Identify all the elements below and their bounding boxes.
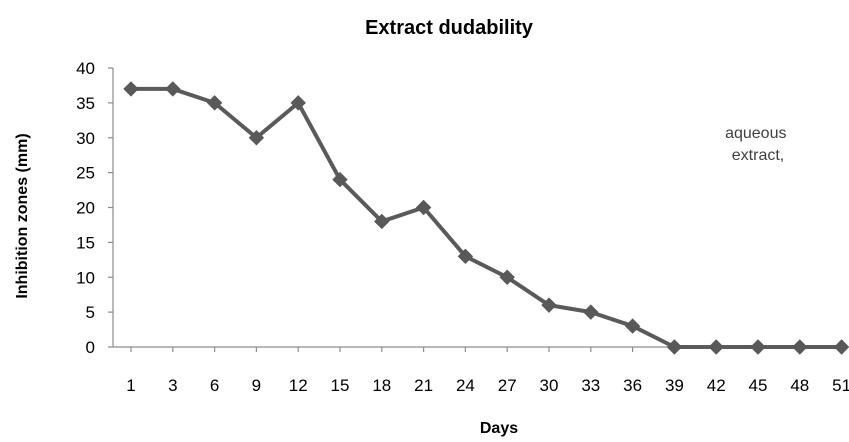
x-tick-label: 27	[498, 376, 517, 395]
x-tick-label: 15	[331, 376, 350, 395]
x-tick-label: 36	[623, 376, 642, 395]
x-tick-label: 12	[289, 376, 308, 395]
x-tick-label: 3	[168, 376, 177, 395]
x-tick-label: 6	[210, 376, 219, 395]
x-tick-label: 9	[252, 376, 261, 395]
data-point-marker	[708, 339, 724, 355]
x-tick-label: 33	[581, 376, 600, 395]
y-tick-label: 15	[76, 233, 95, 252]
data-point-marker	[750, 339, 766, 355]
x-tick-label: 51	[832, 376, 849, 395]
y-tick-labels: 0 5 10 15 20 25 30 35 40	[76, 59, 95, 357]
y-tick-label: 0	[86, 338, 95, 357]
x-tick-label: 30	[540, 376, 559, 395]
x-tick-label: 42	[707, 376, 726, 395]
x-tick-label: 21	[414, 376, 433, 395]
annotation-line-2: extract,	[732, 147, 784, 164]
data-point-marker	[583, 304, 599, 320]
y-tick-label: 20	[76, 199, 95, 218]
y-tick-label: 5	[86, 303, 95, 322]
series-annotation: aqueous extract,	[725, 125, 791, 164]
data-point-marker	[374, 213, 390, 230]
axes	[108, 67, 847, 352]
x-tick-label: 39	[665, 376, 684, 395]
data-point-marker	[792, 339, 808, 355]
x-tick-label: 45	[749, 376, 768, 395]
x-tick-label: 24	[456, 376, 475, 395]
y-tick-label: 40	[76, 59, 95, 78]
data-point-marker	[290, 95, 306, 111]
data-point-marker	[332, 171, 348, 188]
data-point-marker	[541, 297, 557, 313]
x-tick-label: 48	[790, 376, 809, 395]
x-tick-label: 18	[372, 376, 391, 395]
data-point-marker	[415, 199, 432, 216]
data-point-marker	[206, 95, 223, 111]
data-point-marker	[499, 269, 515, 285]
x-tick-labels: 1 3 6 9 12 15 18 21 24 27 30 33 36 39 42 45 48 51	[126, 376, 849, 395]
y-tick-label: 25	[76, 164, 95, 183]
y-axis-title: Inhibition zones (mm)	[14, 133, 31, 298]
y-tick-label: 35	[76, 94, 95, 113]
data-point-marker	[123, 81, 139, 97]
chart-title: Extract dudability	[365, 17, 534, 39]
y-tick-label: 30	[76, 129, 95, 148]
x-axis-title: Days	[480, 420, 518, 437]
data-point-marker	[457, 248, 474, 265]
data-point-marker	[165, 81, 181, 97]
data-point-marker	[833, 339, 849, 355]
y-tick-label: 10	[76, 268, 95, 287]
data-point-marker	[248, 130, 265, 146]
annotation-line-1: aqueous	[725, 125, 786, 142]
x-tick-label: 1	[126, 376, 135, 395]
series	[123, 81, 849, 355]
data-point-marker	[624, 318, 641, 334]
data-point-marker	[666, 339, 683, 355]
